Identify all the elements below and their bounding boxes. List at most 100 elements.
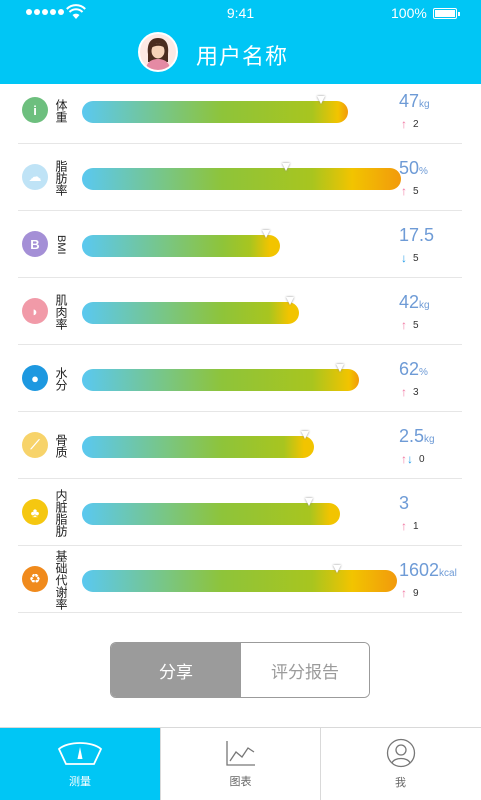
metric-number: 3 xyxy=(399,493,410,513)
arrow-up-icon: ↑ xyxy=(401,117,407,131)
metric-progress-bar xyxy=(82,96,348,123)
metric-pointer-icon xyxy=(301,431,309,439)
metric-value: 2.5kg xyxy=(399,426,435,447)
metric-change: ↑ 3 xyxy=(401,385,419,399)
share-button[interactable]: 分享 xyxy=(111,643,241,697)
metric-row[interactable]: i 体重 47kg ↑ 2 xyxy=(18,77,462,144)
metric-change: ↑ 1 xyxy=(401,519,419,533)
metric-pointer-icon xyxy=(305,498,313,506)
metric-number: 62 xyxy=(399,359,420,379)
score-report-button[interactable]: 评分报告 xyxy=(241,643,369,697)
metric-value: 1602kcal xyxy=(399,560,457,581)
metric-progress-bar xyxy=(82,163,401,190)
metric-unit: kg xyxy=(419,300,430,311)
metric-change: ↑ 2 xyxy=(401,117,419,131)
metric-change-value: 9 xyxy=(413,587,419,599)
metric-unit: % xyxy=(419,367,428,378)
metric-number: 47 xyxy=(399,91,420,111)
metric-unit: kg xyxy=(419,99,430,110)
tab-chart[interactable]: 图表 xyxy=(160,728,320,800)
metric-label: 肌肉率 xyxy=(54,293,68,330)
metric-row[interactable]: ♻ 基础代谢率 1602kcal ↑ 9 xyxy=(18,546,462,613)
metric-number: 17.5 xyxy=(399,225,435,245)
metric-number: 1602 xyxy=(399,560,440,580)
metric-number: 50 xyxy=(399,158,420,178)
metric-pointer-icon xyxy=(262,230,270,238)
metric-pointer-icon xyxy=(317,96,325,104)
metric-change: ↑ 9 xyxy=(401,586,419,600)
metric-change: ↑ 5 xyxy=(401,318,419,332)
wifi-icon xyxy=(66,4,86,19)
battery-percent: 100% xyxy=(391,5,427,21)
metric-change-value: 2 xyxy=(413,118,419,130)
metric-label: BMI xyxy=(55,234,67,255)
arrow-up-icon: ↑ xyxy=(401,519,407,533)
metric-progress-bar xyxy=(82,498,340,525)
tab-measure-label: 测量 xyxy=(69,776,91,788)
metric-unit: kg xyxy=(424,434,435,445)
metric-progress-bar xyxy=(82,565,397,592)
metric-progress-bar xyxy=(82,230,280,257)
avatar[interactable] xyxy=(138,32,178,72)
water-drop-icon: ● xyxy=(22,365,48,391)
arrow-up-icon: ↑ xyxy=(401,586,407,600)
person-icon: i xyxy=(22,97,48,123)
metric-value: 50% xyxy=(399,158,428,179)
body-fat-icon: ☁ xyxy=(22,164,48,190)
metric-change-value: 0 xyxy=(419,453,425,465)
metric-progress-bar xyxy=(82,297,299,324)
arrow-up-icon: ↑ xyxy=(401,184,407,198)
user-profile-icon xyxy=(386,738,415,768)
metric-change: ↓ 5 xyxy=(401,251,419,265)
metric-pointer-icon xyxy=(282,163,290,171)
bone-icon: ⟋ xyxy=(22,432,48,458)
metric-change-value: 5 xyxy=(413,319,419,331)
metric-pointer-icon xyxy=(286,297,294,305)
battery-icon xyxy=(433,8,460,19)
metric-label: 内脏脂肪 xyxy=(54,488,68,537)
metric-row[interactable]: ◗ 肌肉率 42kg ↑ 5 xyxy=(18,278,462,345)
username: 用户名称 xyxy=(196,44,289,69)
arrow-up-icon: ↑ xyxy=(401,318,407,332)
metric-row[interactable]: ● 水分 62% ↑ 3 xyxy=(18,345,462,412)
metric-value: 17.5 xyxy=(399,225,434,246)
gauge-icon xyxy=(57,742,103,765)
tab-me[interactable]: 我 xyxy=(320,728,480,800)
clock: 9:41 xyxy=(226,5,255,21)
recycle-icon: ♻ xyxy=(22,566,48,592)
metric-progress-bar xyxy=(82,364,359,391)
action-buttons: 分享 评分报告 xyxy=(110,642,370,698)
line-chart-icon xyxy=(225,741,255,766)
header: 9:41 100% 用户名称 xyxy=(0,0,481,84)
metric-value: 47kg xyxy=(399,91,430,112)
metric-label: 基础代谢率 xyxy=(54,549,68,610)
arrow-up-icon: ↑ xyxy=(401,385,407,399)
metric-change-value: 3 xyxy=(413,386,419,398)
metric-pointer-icon xyxy=(336,364,344,372)
metric-label: 体重 xyxy=(54,98,68,123)
muscle-icon: ◗ xyxy=(22,298,48,324)
tab-measure[interactable]: 测量 xyxy=(0,728,160,800)
metric-value: 3 xyxy=(399,493,409,514)
metric-value: 42kg xyxy=(399,292,430,313)
metric-value: 62% xyxy=(399,359,428,380)
metric-progress-bar xyxy=(82,431,314,458)
metric-change: ↑ 5 xyxy=(401,184,419,198)
arrow-down-icon: ↓ xyxy=(401,251,407,265)
metric-change-value: 1 xyxy=(413,520,419,532)
metric-change: ↑↓ 0 xyxy=(401,452,425,466)
bmi-icon: B xyxy=(22,231,48,257)
tab-bar: 测量 图表 我 xyxy=(0,727,481,800)
lungs-icon: ♣ xyxy=(22,499,48,525)
tab-me-label: 我 xyxy=(395,777,406,789)
metric-change-value: 5 xyxy=(413,252,419,264)
tab-chart-label: 图表 xyxy=(229,776,252,788)
metric-change-value: 5 xyxy=(413,185,419,197)
metric-row[interactable]: ♣ 内脏脂肪 3 ↑ 1 xyxy=(18,479,462,546)
metric-unit: kcal xyxy=(439,568,457,579)
metric-label: 水分 xyxy=(54,366,68,391)
metric-row[interactable]: B BMI 17.5 ↓ 5 xyxy=(18,211,462,278)
metric-row[interactable]: ⟋ 骨质 2.5kg ↑↓ 0 xyxy=(18,412,462,479)
metric-row[interactable]: ☁ 脂肪率 50% ↑ 5 xyxy=(18,144,462,211)
arrow-up-down-icon: ↑↓ xyxy=(401,452,413,466)
